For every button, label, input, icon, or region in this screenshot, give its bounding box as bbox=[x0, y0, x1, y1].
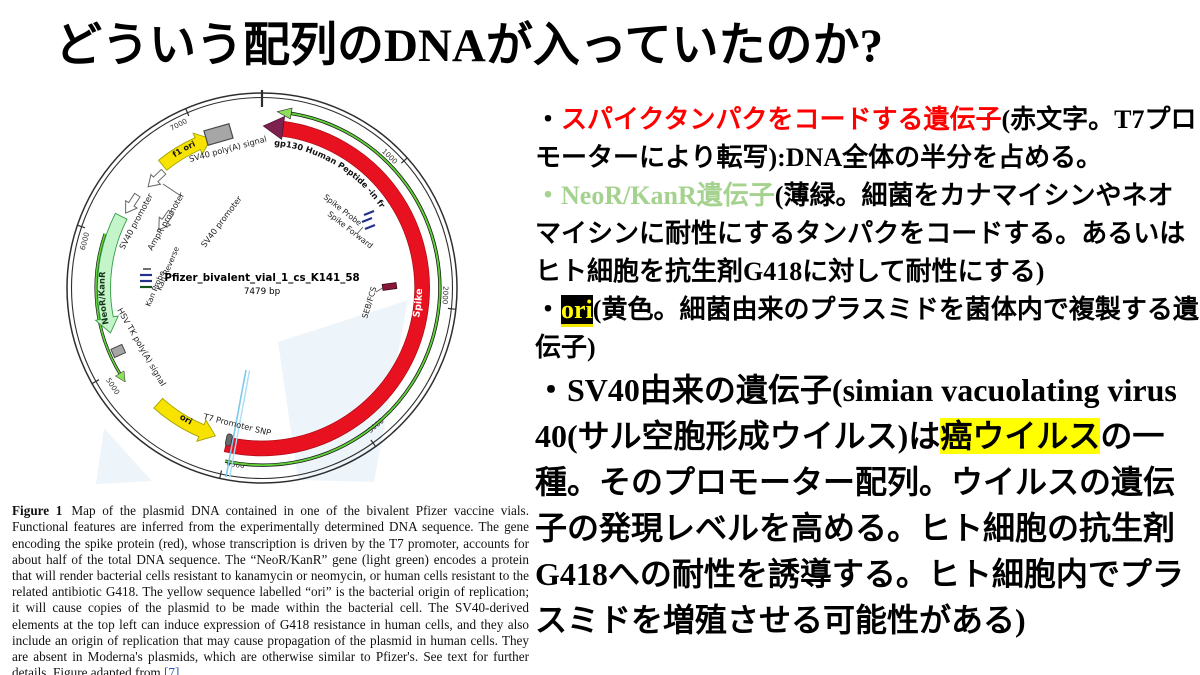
ori-arrow bbox=[153, 397, 217, 443]
figure-caption: Figure 1 Map of the plasmid DNA contained… bbox=[12, 503, 529, 675]
plasmid-name: Pfizer_bivalent_vial_1_cs_K141_58 bbox=[164, 272, 359, 284]
sv40-desc-post: の一種。そのプロモーター配列。ウイルスの遺伝子の発現レベルを高める。ヒト細胞の抗… bbox=[535, 418, 1184, 638]
ampr-promoter-arrow bbox=[147, 168, 167, 188]
bullet-dot: ・ bbox=[535, 105, 562, 134]
cut-site-line-2 bbox=[228, 370, 251, 478]
annotation-panel: ・スパイクタンパクをコードする遺伝子(赤文字。T7プロモーターにより転写):DN… bbox=[535, 101, 1199, 643]
alignment-arc-left-green bbox=[95, 233, 122, 376]
seb-fcs-connector bbox=[375, 287, 383, 293]
scale-ticks bbox=[77, 108, 456, 479]
tick-label-2000: 2000 bbox=[441, 286, 451, 305]
sv40-polya-box bbox=[203, 122, 234, 147]
gp130-arrowhead bbox=[262, 115, 286, 141]
bullet-ori: ・ori(黄色。細菌由来のプラスミドを菌体内で複製する遺伝子) bbox=[535, 291, 1199, 367]
ampr-connector bbox=[162, 183, 182, 197]
hsv-tk-polya-box bbox=[110, 343, 127, 359]
cancer-virus-highlight: 癌ウイルス bbox=[940, 418, 1101, 454]
ori-highlight-text: ori bbox=[561, 295, 593, 327]
sv40-promoter-label-b: SV40 promoter bbox=[199, 193, 245, 249]
alignment-arc-arrowhead bbox=[276, 107, 293, 120]
spike-primer-marks bbox=[361, 209, 376, 231]
sv40-promoter-arrow-b bbox=[158, 209, 175, 231]
plasmid-map-svg: 1000 2000 3000 4000 5000 6000 7000 bbox=[56, 80, 458, 484]
spike-primer-connector bbox=[356, 226, 364, 235]
t7-promoter-snp-box bbox=[224, 433, 233, 447]
bullet-dot: ・ bbox=[535, 295, 562, 324]
spike-label: Spike bbox=[411, 288, 425, 318]
neor-kanr-gene-desc: (薄緑。細菌をカナマイシンやネオマイシンに耐性にするタンパクをコードする。あるい… bbox=[535, 181, 1186, 286]
bullet-neor-kanr-gene: ・NeoR/KanR遺伝子(薄緑。細菌をカナマイシンやネオマイシンに耐性にするタ… bbox=[535, 177, 1199, 291]
kan-primer-marks bbox=[140, 268, 152, 289]
seb-fcs-box bbox=[381, 282, 398, 291]
slide-title: どういう配列のDNAが入っていたのか? bbox=[55, 20, 883, 72]
bullet-spike-gene: ・スパイクタンパクをコードする遺伝子(赤文字。T7プロモーターにより転写):DN… bbox=[535, 101, 1199, 177]
neor-kanr-gene-arrow bbox=[94, 212, 128, 334]
ori-desc: (黄色。細菌由来のプラスミドを菌体内で複製する遺伝子) bbox=[535, 295, 1199, 362]
alignment-arc-green bbox=[224, 112, 441, 467]
sv40-promoter-arrow-a bbox=[125, 192, 141, 214]
bullet-sv40: ・SV40由来の遺伝子(simian vacuolating virus 40(… bbox=[535, 367, 1199, 643]
spike-gene-arc bbox=[223, 121, 430, 457]
spike-gene-desc: (赤文字。T7プロモーターにより転写):DNA全体の半分を占める。 bbox=[535, 105, 1197, 172]
tick-label-5000: 5000 bbox=[104, 376, 122, 397]
figure-caption-body: Map of the plasmid DNA contained in one … bbox=[12, 503, 529, 675]
figure-caption-tag: Figure 1 bbox=[12, 503, 63, 519]
cut-site-line bbox=[225, 369, 247, 478]
watermark-shape bbox=[96, 428, 152, 484]
figure-caption-period: . bbox=[179, 665, 183, 675]
plasmid-size: 7479 bp bbox=[244, 287, 281, 297]
figure-caption-reference: [7] bbox=[163, 665, 180, 675]
neor-kanr-gene-text: ・NeoR/KanR遺伝子 bbox=[535, 181, 775, 210]
plasmid-figure: 1000 2000 3000 4000 5000 6000 7000 bbox=[56, 80, 530, 488]
tick-label-7000: 7000 bbox=[168, 116, 189, 133]
alignment-arc-left-arrowhead bbox=[114, 370, 126, 383]
sv40-desc-pre: ・SV40由来の遺伝子(simian vacuolating virus 40(… bbox=[535, 372, 1177, 454]
spike-gene-text: スパイクタンパクをコードする遺伝子 bbox=[561, 105, 1002, 134]
